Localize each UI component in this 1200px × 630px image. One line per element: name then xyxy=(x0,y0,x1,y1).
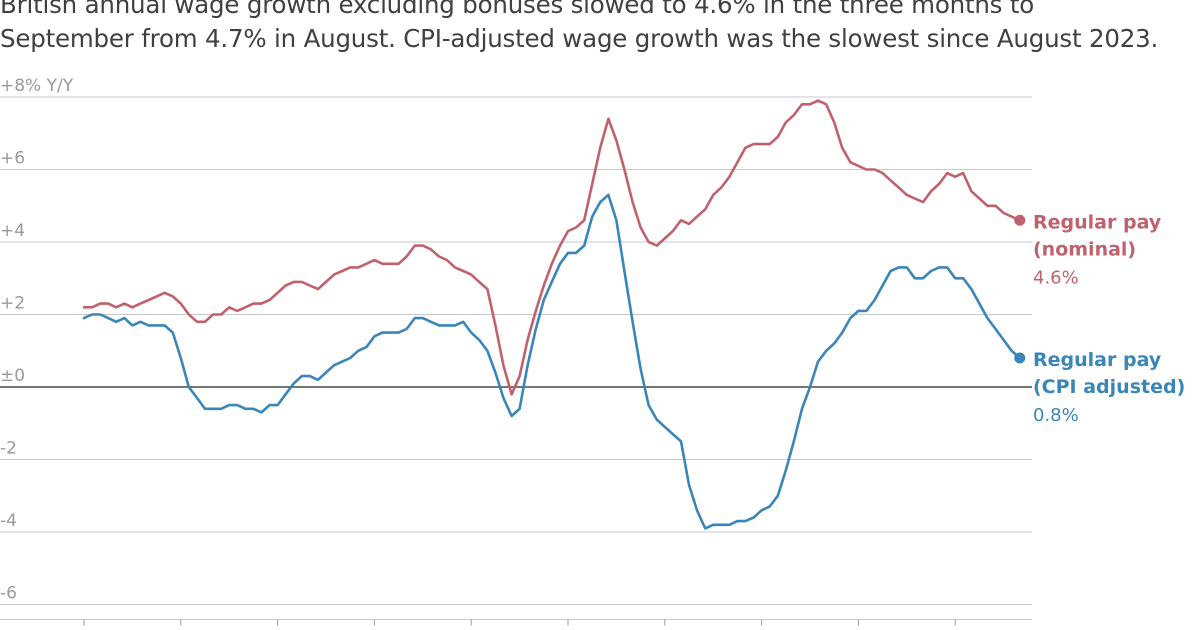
chart-subtitle: British annual wage growth excluding bon… xyxy=(0,0,1200,56)
y-tick-label: ±0 xyxy=(0,366,25,386)
y-tick-label: +4 xyxy=(0,221,25,241)
series-last-value: 4.6% xyxy=(1033,267,1079,288)
series-end-marker-0 xyxy=(1014,214,1026,226)
series-end-marker-1 xyxy=(1014,352,1026,364)
subtitle-line-1: British annual wage growth excluding bon… xyxy=(0,0,1035,19)
series-label-line2: (CPI adjusted) xyxy=(1033,376,1185,398)
series-label-line1: Regular pay xyxy=(1033,211,1162,233)
y-tick-label: -4 xyxy=(0,511,17,531)
series-label-line2: (nominal) xyxy=(1033,238,1136,260)
series-line-1 xyxy=(82,193,1022,530)
series-labels: Regular pay (nominal) 4.6% Regular pay (CPI … xyxy=(1033,211,1185,426)
series-last-value: 0.8% xyxy=(1033,405,1079,426)
y-tick-label: +6 xyxy=(0,149,25,169)
y-tick-label: -2 xyxy=(0,439,17,459)
x-axis-ticks: 2016201720182019202020212022202320242025 xyxy=(83,619,956,626)
y-axis-ticks: +8% Y/Y +6 +4 +2 -2 -4 -6 ±0 xyxy=(0,76,74,604)
subtitle-line-2: September from 4.7% in August. CPI-adjus… xyxy=(0,24,1159,53)
y-tick-label: -6 xyxy=(0,584,17,604)
y-tick-label: +2 xyxy=(0,294,25,314)
series-line-0 xyxy=(82,99,1022,396)
grid xyxy=(0,96,1032,620)
y-tick-label: +8% Y/Y xyxy=(0,76,74,96)
series-label-line1: Regular pay xyxy=(1033,349,1162,371)
series-lines xyxy=(82,99,1026,530)
